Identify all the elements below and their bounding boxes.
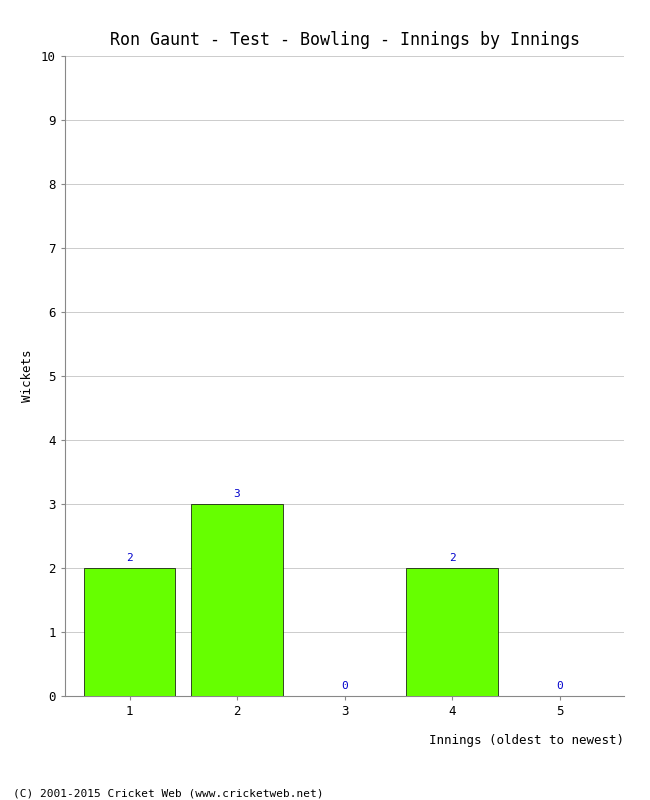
Text: 0: 0 xyxy=(556,681,563,691)
X-axis label: Innings (oldest to newest): Innings (oldest to newest) xyxy=(429,734,624,747)
Y-axis label: Wickets: Wickets xyxy=(21,350,34,402)
Text: 0: 0 xyxy=(341,681,348,691)
Text: (C) 2001-2015 Cricket Web (www.cricketweb.net): (C) 2001-2015 Cricket Web (www.cricketwe… xyxy=(13,788,324,798)
Bar xyxy=(191,504,283,696)
Bar xyxy=(84,568,176,696)
Bar xyxy=(406,568,498,696)
Title: Ron Gaunt - Test - Bowling - Innings by Innings: Ron Gaunt - Test - Bowling - Innings by … xyxy=(109,31,580,49)
Text: 2: 2 xyxy=(448,553,456,563)
Text: 3: 3 xyxy=(233,489,240,499)
Text: 2: 2 xyxy=(126,553,133,563)
